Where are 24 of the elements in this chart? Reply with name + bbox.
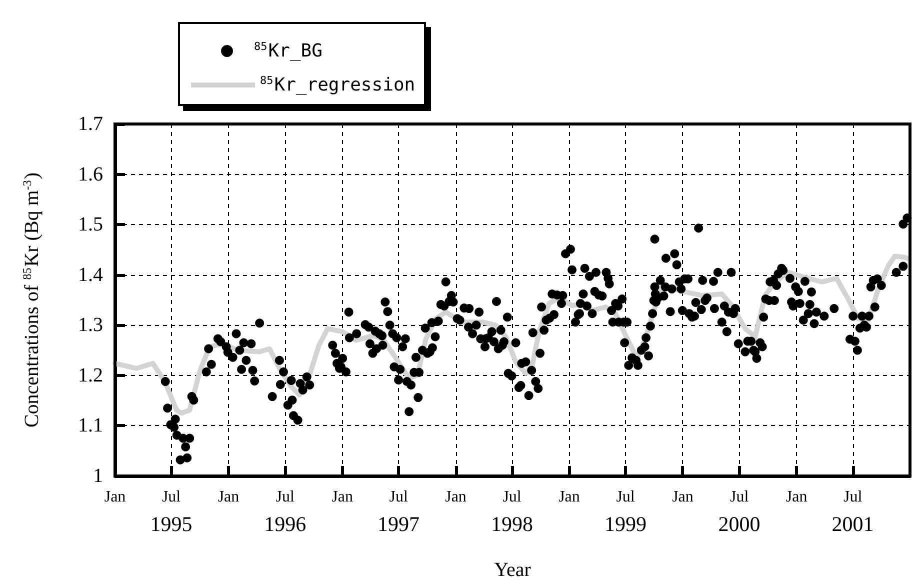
y-tick-label: 1 xyxy=(93,465,103,487)
x-tick-label: Jan xyxy=(332,488,353,506)
y-tick-label: 1.1 xyxy=(78,414,103,437)
y-tick-label: 1.4 xyxy=(78,264,103,286)
x-tick-label: Jul 1999 xyxy=(604,488,647,536)
x-tick-label: Jul 1998 xyxy=(491,488,534,536)
y-axis-title: Concentrations of 85Kr (Bq m-3) xyxy=(20,172,43,428)
x-tick-label: Jan xyxy=(558,488,580,506)
y-tick-label: 1.5 xyxy=(78,214,103,236)
y-tick-label: 1.3 xyxy=(78,314,103,336)
y-tick-label: 1.7 xyxy=(78,113,103,135)
x-tick-label: Jan xyxy=(672,488,694,506)
y-tick-label: 1.2 xyxy=(78,364,103,386)
x-tick-label: Jan xyxy=(786,488,808,506)
x-tick-label: Jul 1997 xyxy=(378,488,420,536)
x-tick-label: Jan xyxy=(218,488,240,506)
x-tick-label: Jul 2000 xyxy=(718,488,760,536)
y-tick-label: 1.6 xyxy=(78,163,103,186)
x-tick-label: Jul 2001 xyxy=(832,488,874,536)
x-tick-label: Jul 1996 xyxy=(264,488,306,536)
x-axis-title: Year xyxy=(494,559,532,581)
x-tick-label: Jan xyxy=(445,488,466,506)
x-tick-label: Jan xyxy=(104,488,126,506)
x-tick-label: Jul 1995 xyxy=(150,488,192,536)
